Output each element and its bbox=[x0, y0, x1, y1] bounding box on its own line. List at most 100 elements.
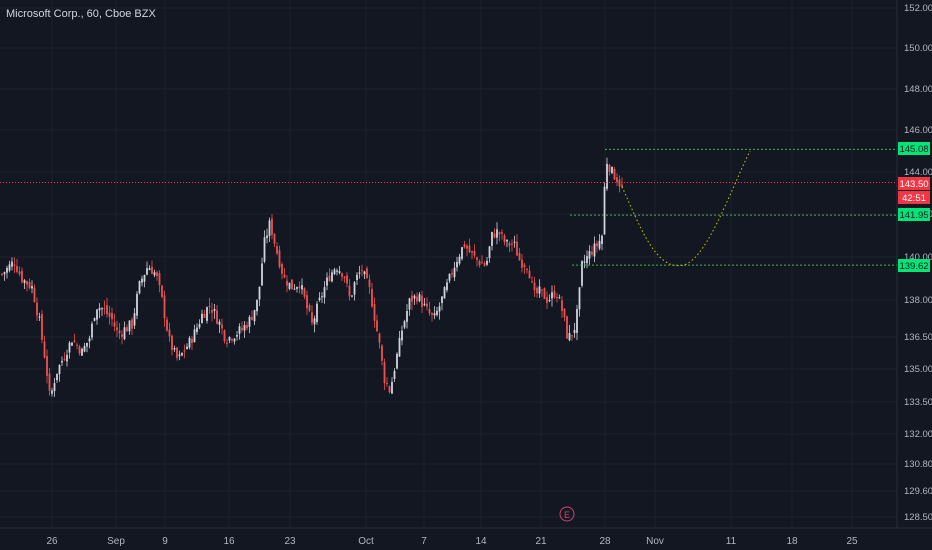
candle-body bbox=[586, 256, 588, 264]
candle-body bbox=[258, 286, 261, 300]
candle-body bbox=[343, 276, 346, 279]
current-price-text: 143.50 bbox=[899, 179, 928, 190]
time-axis[interactable]: 26 Sep 9 16 23 Oct 7 14 21 28 Nov 11 18 25 bbox=[46, 536, 858, 547]
candle-body bbox=[476, 257, 478, 260]
candle-body bbox=[286, 280, 288, 286]
candle-body bbox=[421, 295, 423, 307]
candle-body bbox=[291, 279, 293, 290]
candle-body bbox=[316, 303, 318, 323]
candle-body bbox=[346, 275, 348, 284]
y-tick-label: 129.60 bbox=[904, 486, 932, 497]
candle-body bbox=[173, 348, 176, 350]
candle-body bbox=[366, 268, 368, 279]
candle-body bbox=[533, 282, 536, 291]
candle-body bbox=[616, 177, 618, 183]
candle-body bbox=[63, 359, 66, 361]
candle-body bbox=[603, 186, 606, 235]
x-tick-label: Nov bbox=[646, 536, 664, 547]
candle-body bbox=[493, 233, 496, 238]
candle-body bbox=[96, 309, 98, 320]
candle-body bbox=[361, 270, 363, 272]
countdown-text: 42:51 bbox=[902, 193, 926, 204]
y-tick-label: 132.00 bbox=[904, 429, 932, 440]
candle-body bbox=[613, 168, 616, 180]
candle-body bbox=[521, 259, 523, 268]
projection-curve bbox=[621, 150, 751, 267]
candle-body bbox=[488, 246, 491, 259]
level-lines bbox=[0, 148, 897, 266]
candle-body bbox=[571, 335, 573, 337]
candle-body bbox=[118, 330, 121, 334]
candle-body bbox=[581, 261, 583, 286]
candle-body bbox=[468, 245, 471, 253]
candle-body bbox=[161, 285, 163, 297]
candle-body bbox=[548, 299, 551, 301]
candle-body bbox=[41, 314, 43, 340]
candle-body bbox=[436, 310, 438, 316]
candle-body bbox=[383, 362, 386, 384]
candle-body bbox=[601, 235, 603, 245]
candle-body bbox=[471, 251, 473, 253]
candle-body bbox=[333, 269, 336, 274]
candle-body bbox=[498, 232, 501, 235]
candle-body bbox=[506, 240, 508, 242]
candle-body bbox=[263, 237, 266, 262]
candle-body bbox=[188, 337, 191, 348]
y-tick-label: 136.50 bbox=[904, 332, 932, 343]
candle-body bbox=[523, 264, 526, 268]
candle-body bbox=[248, 316, 251, 327]
candle-body bbox=[261, 263, 263, 286]
candle-body bbox=[131, 319, 133, 329]
candle-body bbox=[243, 325, 246, 331]
candle-body bbox=[136, 293, 138, 316]
candle-body bbox=[186, 346, 188, 350]
candle-body bbox=[478, 260, 481, 266]
x-tick-label: 18 bbox=[786, 536, 798, 547]
candle-body bbox=[16, 266, 18, 272]
y-tick-label: 130.80 bbox=[904, 459, 932, 470]
candle-body bbox=[103, 308, 106, 310]
candle-body bbox=[563, 308, 566, 318]
candle-body bbox=[403, 321, 406, 328]
level-label-139-text: 139.62 bbox=[899, 261, 928, 272]
candle-body bbox=[588, 251, 591, 259]
candle-body bbox=[231, 339, 233, 341]
candles bbox=[1, 157, 623, 397]
candle-body bbox=[406, 310, 408, 322]
candle-body bbox=[93, 318, 96, 321]
candle-body bbox=[456, 261, 458, 268]
candle-body bbox=[363, 271, 366, 275]
candle-body bbox=[443, 287, 446, 299]
candle-body bbox=[151, 266, 153, 274]
candle-body bbox=[426, 303, 428, 307]
grid bbox=[0, 0, 897, 528]
candle-body bbox=[528, 270, 531, 279]
candle-body bbox=[546, 297, 548, 303]
candle-body bbox=[143, 274, 146, 282]
candle-body bbox=[11, 261, 13, 267]
candle-body bbox=[273, 233, 276, 244]
candle-body bbox=[216, 310, 218, 324]
candle-body bbox=[378, 333, 381, 343]
y-tick-label: 140.00 bbox=[904, 252, 932, 263]
candle-body bbox=[256, 299, 258, 312]
candle-body bbox=[23, 280, 26, 284]
y-tick-label: 133.50 bbox=[904, 397, 932, 408]
candle-body bbox=[241, 328, 243, 331]
candle-body bbox=[438, 306, 441, 312]
candle-body bbox=[13, 264, 16, 266]
candle-body bbox=[26, 281, 28, 285]
candle-body bbox=[156, 272, 158, 277]
candle-body bbox=[211, 310, 213, 313]
candle-body bbox=[251, 317, 253, 320]
candle-body bbox=[196, 327, 198, 332]
x-tick-label: Oct bbox=[358, 536, 374, 547]
candle-body bbox=[198, 324, 201, 328]
earnings-marker[interactable]: E bbox=[559, 506, 575, 522]
candle-body bbox=[483, 263, 486, 266]
y-tick-label: 138.00 bbox=[904, 295, 932, 306]
x-tick-label: 21 bbox=[535, 536, 547, 547]
candle-body bbox=[386, 382, 388, 384]
x-tick-label: Sep bbox=[107, 536, 125, 547]
